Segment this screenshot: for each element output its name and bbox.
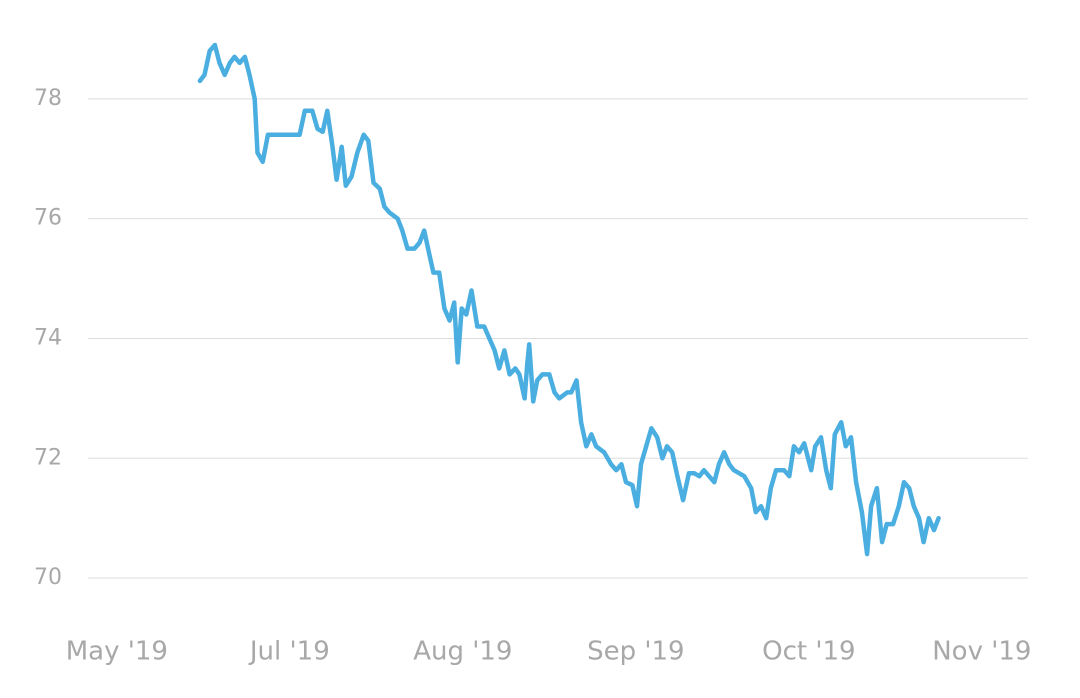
- x-tick-label: Oct '19: [762, 637, 855, 667]
- x-tick-label: Jul '19: [248, 637, 330, 667]
- x-tick-label: May '19: [66, 637, 168, 667]
- x-tick-label: Aug '19: [413, 637, 512, 667]
- y-tick-label: 72: [34, 445, 62, 470]
- x-tick-label: Nov '19: [932, 637, 1031, 667]
- line: [197, 42, 941, 557]
- x-tick-label: Sep '19: [587, 637, 685, 667]
- y-tick-label: 70: [34, 565, 62, 590]
- y-tick-label: 78: [34, 86, 62, 111]
- y-tick-label: 74: [34, 325, 62, 350]
- y-tick-label: 76: [34, 206, 62, 231]
